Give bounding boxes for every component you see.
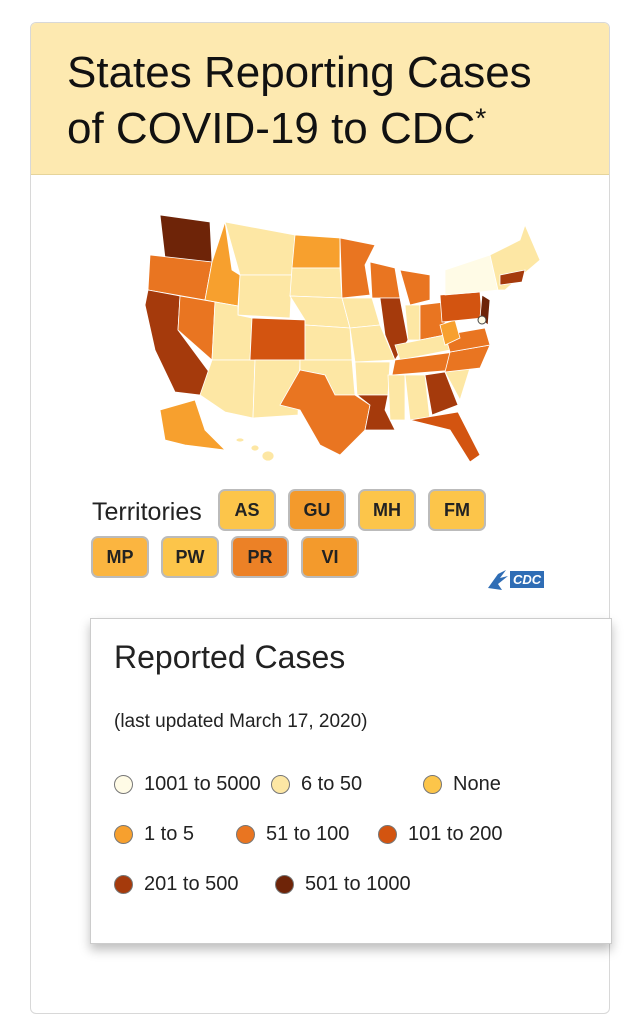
legend-item: 1 to 5 (114, 823, 194, 846)
legend-swatch (114, 875, 133, 894)
state (304, 324, 353, 361)
territory-button[interactable]: FM (428, 489, 486, 531)
territories-label: Territories (92, 498, 202, 526)
state (261, 450, 275, 462)
legend-label: 201 to 500 (144, 873, 239, 895)
state (369, 261, 401, 299)
legend-item: 6 to 50 (271, 773, 362, 796)
state (404, 304, 421, 341)
legend-swatch (114, 825, 133, 844)
state (159, 214, 213, 263)
legend: Reported Cases (last updated March 17, 2… (90, 618, 612, 944)
card: States Reporting Cases of COVID-19 to CD… (30, 22, 610, 1014)
legend-label: 51 to 100 (266, 823, 350, 845)
page: States Reporting Cases of COVID-19 to CD… (30, 22, 612, 1014)
title-text: States Reporting Cases of COVID-19 to CD… (67, 48, 532, 153)
state (224, 221, 296, 276)
legend-swatch (114, 775, 133, 794)
state (355, 394, 396, 431)
state (339, 237, 376, 299)
state (291, 234, 341, 269)
state (387, 374, 406, 421)
header: States Reporting Cases of COVID-19 to CD… (31, 23, 609, 175)
us-map (144, 214, 541, 463)
legend-item: 1001 to 5000 (114, 773, 261, 796)
legend-swatch (378, 825, 397, 844)
legend-swatch (236, 825, 255, 844)
logo-text: CDC (510, 570, 545, 588)
state (499, 269, 526, 286)
title: States Reporting Cases of COVID-19 to CD… (67, 45, 573, 157)
legend-label: 501 to 1000 (305, 873, 411, 895)
legend-label: 1001 to 5000 (144, 773, 261, 795)
legend-item: 51 to 100 (236, 823, 349, 846)
state (439, 291, 483, 323)
state (399, 269, 431, 306)
dc-marker (477, 315, 487, 325)
legend-label: 6 to 50 (301, 773, 363, 795)
state (409, 411, 481, 463)
state (289, 267, 343, 299)
state (159, 399, 227, 451)
hhs-eagle (488, 570, 508, 590)
legend-item: 101 to 200 (378, 823, 503, 846)
legend-item: 501 to 1000 (275, 873, 411, 896)
legend-label: None (453, 773, 501, 795)
legend-item: 201 to 500 (114, 873, 239, 896)
territory-button[interactable]: MH (358, 489, 416, 531)
legend-swatch (423, 775, 442, 794)
territory-button[interactable]: VI (301, 536, 359, 578)
territory-button[interactable]: PR (231, 536, 289, 578)
legend-label: 101 to 200 (408, 823, 503, 845)
territory-button[interactable]: MP (91, 536, 149, 578)
state (424, 371, 459, 416)
title-mark: * (475, 102, 487, 134)
state (354, 361, 391, 396)
state (249, 317, 306, 361)
legend-label: 1 to 5 (144, 823, 195, 845)
state (444, 254, 499, 296)
state (489, 223, 541, 291)
state (250, 444, 260, 452)
territory-button[interactable]: GU (288, 489, 346, 531)
territory-button[interactable]: AS (218, 489, 276, 531)
legend-title: Reported Cases (114, 639, 346, 675)
state (199, 359, 256, 419)
legend-item: None (423, 773, 501, 796)
state (237, 274, 293, 319)
state (235, 437, 245, 443)
cdc-logo: CDC (484, 566, 545, 592)
territory-button[interactable]: PW (161, 536, 219, 578)
states (144, 214, 541, 463)
legend-swatch (275, 875, 294, 894)
legend-swatch (271, 775, 290, 794)
state (439, 319, 461, 346)
legend-subtitle: (last updated March 17, 2020) (114, 711, 368, 732)
